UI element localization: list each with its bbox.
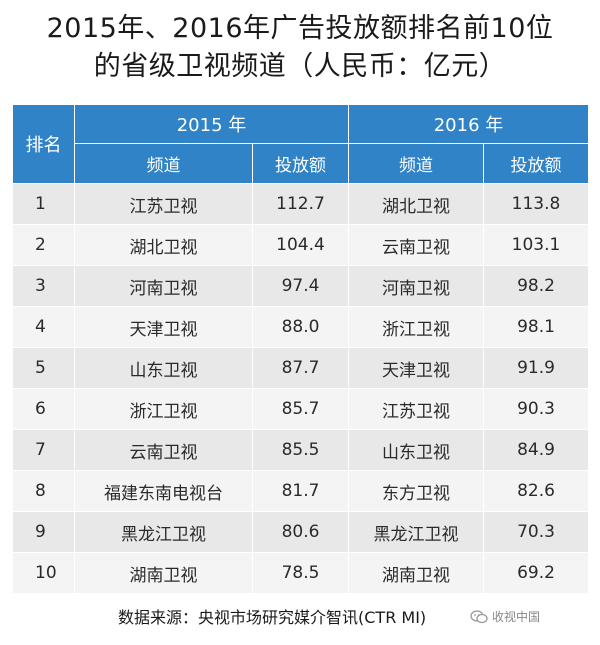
wechat-icon: [470, 609, 488, 623]
channel-2016-cell: 浙江卫视: [348, 306, 484, 348]
channel-2016-header: 频道: [348, 143, 484, 184]
amount-2016-cell: 90.3: [483, 388, 589, 430]
channel-2015-cell: 天津卫视: [74, 306, 253, 348]
table-header: 排名 2015 年 2016 年 频道 投放额 频道 投放额: [12, 104, 589, 184]
channel-2016-cell: 湖南卫视: [348, 552, 484, 594]
page-title: 2015年、2016年广告投放额排名前10位 的省级卫视频道（人民币：亿元）: [0, 0, 600, 86]
amount-2015-cell: 104.4: [252, 224, 349, 266]
amount-2016-cell: 98.2: [483, 265, 589, 307]
amount-2016-cell: 70.3: [483, 511, 589, 553]
rank-cell: 4: [12, 306, 75, 348]
year-2016-header: 2016 年: [348, 104, 589, 144]
amount-2015-cell: 88.0: [252, 306, 349, 348]
channel-2015-cell: 河南卫视: [74, 265, 253, 307]
channel-2016-cell: 天津卫视: [348, 347, 484, 389]
amount-2016-cell: 82.6: [483, 470, 589, 512]
table-row: 7 云南卫视 85.5 山东卫视 84.9: [12, 429, 589, 471]
amount-2016-cell: 69.2: [483, 552, 589, 594]
amount-2015-cell: 87.7: [252, 347, 349, 389]
channel-2016-cell: 湖北卫视: [348, 183, 484, 225]
amount-2015-cell: 85.5: [252, 429, 349, 471]
table-row: 1 江苏卫视 112.7 湖北卫视 113.8: [12, 183, 589, 225]
rank-cell: 8: [12, 470, 75, 512]
amount-2015-header: 投放额: [252, 143, 349, 184]
rank-cell: 6: [12, 388, 75, 430]
year-2015-header: 2015 年: [74, 104, 349, 144]
channel-2015-cell: 黑龙江卫视: [74, 511, 253, 553]
channel-2016-cell: 黑龙江卫视: [348, 511, 484, 553]
rank-cell: 1: [12, 183, 75, 225]
amount-2016-cell: 103.1: [483, 224, 589, 266]
table-body: 1 江苏卫视 112.7 湖北卫视 113.8 2 湖北卫视 104.4 云南卫视 103.1 3 河…: [12, 183, 589, 594]
channel-2016-cell: 江苏卫视: [348, 388, 484, 430]
table-row: 6 浙江卫视 85.7 江苏卫视 90.3: [12, 388, 589, 430]
rank-cell: 5: [12, 347, 75, 389]
table-row: 9 黑龙江卫视 80.6 黑龙江卫视 70.3: [12, 511, 589, 553]
table-row: 10 湖南卫视 78.5 湖南卫视 69.2: [12, 552, 589, 594]
rank-cell: 7: [12, 429, 75, 471]
table-row: 4 天津卫视 88.0 浙江卫视 98.1: [12, 306, 589, 348]
channel-2015-header: 频道: [74, 143, 253, 184]
amount-2016-cell: 84.9: [483, 429, 589, 471]
channel-2015-cell: 福建东南电视台: [74, 470, 253, 512]
table-row: 2 湖北卫视 104.4 云南卫视 103.1: [12, 224, 589, 266]
rank-header: 排名: [12, 104, 75, 184]
table-row: 8 福建东南电视台 81.7 东方卫视 82.6: [12, 470, 589, 512]
ranking-table: 排名 2015 年 2016 年 频道 投放额 频道 投放额 1 江苏卫视 112.…: [12, 104, 589, 594]
amount-2015-cell: 78.5: [252, 552, 349, 594]
amount-2016-cell: 113.8: [483, 183, 589, 225]
rank-cell: 3: [12, 265, 75, 307]
channel-2015-cell: 云南卫视: [74, 429, 253, 471]
amount-2015-cell: 81.7: [252, 470, 349, 512]
amount-2016-cell: 91.9: [483, 347, 589, 389]
channel-2015-cell: 江苏卫视: [74, 183, 253, 225]
amount-2016-cell: 98.1: [483, 306, 589, 348]
channel-2016-cell: 河南卫视: [348, 265, 484, 307]
rank-cell: 10: [12, 552, 75, 594]
watermark: 收视中国: [470, 608, 540, 625]
title-line-2: 的省级卫视频道（人民币：亿元）: [93, 51, 507, 82]
title-line-1: 2015年、2016年广告投放额排名前10位: [46, 13, 554, 44]
amount-2015-cell: 85.7: [252, 388, 349, 430]
channel-2015-cell: 湖南卫视: [74, 552, 253, 594]
amount-2016-header: 投放额: [483, 143, 589, 184]
channel-2016-cell: 东方卫视: [348, 470, 484, 512]
table-row: 5 山东卫视 87.7 天津卫视 91.9: [12, 347, 589, 389]
watermark-text: 收视中国: [492, 610, 541, 624]
amount-2015-cell: 112.7: [252, 183, 349, 225]
amount-2015-cell: 80.6: [252, 511, 349, 553]
channel-2015-cell: 湖北卫视: [74, 224, 253, 266]
source-text: 数据来源：央视市场研究媒介智讯(CTR MI): [118, 608, 427, 627]
table-row: 3 河南卫视 97.4 河南卫视 98.2: [12, 265, 589, 307]
rank-cell: 2: [12, 224, 75, 266]
channel-2015-cell: 山东卫视: [74, 347, 253, 389]
rank-cell: 9: [12, 511, 75, 553]
channel-2016-cell: 云南卫视: [348, 224, 484, 266]
channel-2016-cell: 山东卫视: [348, 429, 484, 471]
amount-2015-cell: 97.4: [252, 265, 349, 307]
channel-2015-cell: 浙江卫视: [74, 388, 253, 430]
